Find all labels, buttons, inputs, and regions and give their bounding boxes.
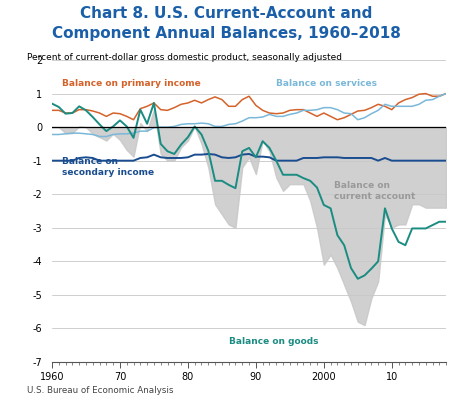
Text: Balance on services: Balance on services xyxy=(276,79,377,88)
Text: Percent of current-dollar gross domestic product, seasonally adjusted: Percent of current-dollar gross domestic… xyxy=(27,53,341,62)
Text: Balance on primary income: Balance on primary income xyxy=(62,79,201,88)
Text: Balance on goods: Balance on goods xyxy=(228,336,318,346)
Text: Balance on
current account: Balance on current account xyxy=(333,181,414,201)
Text: Chart 8. U.S. Current-Account and: Chart 8. U.S. Current-Account and xyxy=(80,6,371,21)
Text: Component Annual Balances, 1960–2018: Component Annual Balances, 1960–2018 xyxy=(51,26,400,41)
Text: U.S. Bureau of Economic Analysis: U.S. Bureau of Economic Analysis xyxy=(27,386,173,395)
Text: Balance on
secondary income: Balance on secondary income xyxy=(62,157,154,177)
